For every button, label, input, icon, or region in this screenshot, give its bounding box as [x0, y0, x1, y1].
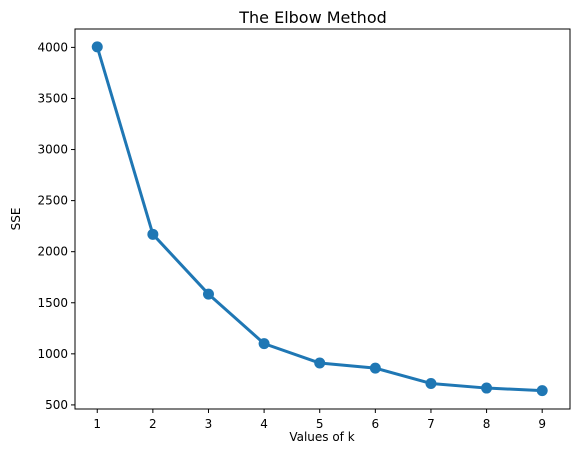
data-point	[481, 383, 492, 394]
y-tick-label: 1500	[37, 296, 68, 310]
y-tick-label: 2500	[37, 194, 68, 208]
sse-line	[97, 47, 542, 391]
chart-title: The Elbow Method	[238, 8, 387, 27]
y-tick-label: 3500	[37, 91, 68, 105]
data-point	[425, 378, 436, 389]
data-point	[314, 358, 325, 369]
x-axis-label: Values of k	[289, 430, 354, 444]
y-tick-label: 4000	[37, 40, 68, 54]
x-axis: 1 2 3 4 5 6 7 8 9	[93, 409, 546, 431]
data-point	[203, 289, 214, 300]
x-tick-label: 4	[260, 417, 268, 431]
data-point	[259, 338, 270, 349]
y-tick-label: 3000	[37, 143, 68, 157]
x-tick-label: 6	[372, 417, 380, 431]
x-tick-label: 9	[538, 417, 546, 431]
data-point	[537, 385, 548, 396]
y-axis-label: SSE	[9, 208, 23, 231]
data-point	[92, 41, 103, 52]
x-tick-label: 8	[483, 417, 491, 431]
x-tick-label: 1	[93, 417, 101, 431]
x-tick-label: 7	[427, 417, 435, 431]
y-tick-label: 1000	[37, 347, 68, 361]
y-tick-label: 500	[45, 398, 68, 412]
y-tick-label: 2000	[37, 245, 68, 259]
x-tick-label: 5	[316, 417, 324, 431]
y-axis: 500 1000 1500 2000 2500 3000 3500 4000	[37, 40, 75, 412]
data-point	[147, 229, 158, 240]
data-points	[92, 41, 548, 396]
data-point	[370, 363, 381, 374]
x-tick-label: 3	[205, 417, 213, 431]
x-tick-label: 2	[149, 417, 157, 431]
